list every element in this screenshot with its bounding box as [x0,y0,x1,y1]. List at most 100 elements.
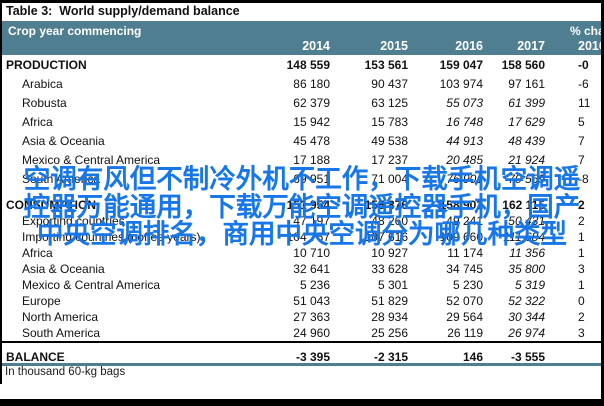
row-label: PRODUCTION [6,58,87,72]
cell-2014: 69 951 [293,172,330,186]
cell-pct-change-fragment: 7 [578,153,585,167]
cell-2016: 20 485 [446,153,483,167]
cell-2017: 50 431 [508,214,545,228]
cell-2017: 21 924 [508,153,545,167]
table-row: North America 27 363 28 934 29 564 30 344 2 [0,309,604,325]
row-label: South America [22,326,101,340]
cell-2014: 47 197 [293,214,330,228]
screenshot-frame-right [601,0,604,406]
table-row: Robusta 62 379 63 125 55 073 61 399 11 [0,94,604,113]
table-row: Exporting countries 47 197 48 260 49 241 50 … [0,213,604,229]
table-row: Importing countries (coffee years) 104 75… [0,229,604,245]
cell-2014: 148 559 [286,58,330,72]
cell-2015: 51 829 [371,294,408,308]
cell-2015: 17 237 [371,153,408,167]
cell-2017: 30 344 [508,310,545,324]
cell-pct-change-fragment: -0 [578,58,589,72]
cell-2016: 159 047 [439,58,483,72]
cell-pct-change-fragment: 7 [578,134,585,148]
cell-2016: 146 [462,350,483,364]
cell-2014: 51 043 [293,294,330,308]
cell-2015: 71 004 [371,172,408,186]
screenshot-frame-left [0,0,2,384]
cell-2016: 5 230 [452,278,483,292]
cell-2016: 76 901 [446,172,483,186]
cell-2014: -3 395 [295,350,330,364]
table-row: Asia & Oceania 32 641 33 628 34 745 35 800 3 [0,261,604,277]
table-row: BALANCE -3 395 -2 315 146 -3 555 [0,348,604,366]
cell-pct-change-fragment: -8 [578,172,589,186]
balance-separator-rule [0,341,604,348]
cell-2014: 45 478 [293,134,330,148]
cell-2015: 28 934 [371,310,408,324]
cell-2014: 86 180 [293,77,330,91]
year-header-2015: 2015 [380,39,408,53]
cell-2017: 162 115 [502,198,545,212]
spam-text-line: 控器万能通用，下载万能空调遥控器手机，国产 [23,191,581,222]
cell-2017: 35 800 [508,262,545,276]
cell-pct-change-fragment: 1 [578,246,585,260]
cell-2016: 44 913 [446,134,483,148]
cell-2015: 10 927 [371,246,408,260]
cell-pct-change-fragment: 5 [578,115,585,129]
table-row: Africa 10 710 10 927 11 174 11 356 1 [0,245,604,261]
cell-pct-change-fragment: -6 [578,77,589,91]
cell-2014: 32 641 [293,262,330,276]
screenshot-frame-top [0,0,604,3]
cell-2015: 153 561 [364,58,408,72]
row-label: Mexico & Central America [22,278,161,292]
cell-2017: 97 161 [508,77,545,91]
row-label: Arabica [22,77,63,91]
year-header-2016: 2016 [455,39,483,53]
table-row: Europe 51 043 51 829 52 070 52 322 0 [0,293,604,309]
cell-pct-change-fragment: 3 [578,326,585,340]
cell-2017: 52 322 [508,294,545,308]
row-label: Exporting countries [22,214,125,228]
table-row: South America 24 960 25 256 26 119 26 974 3 [0,325,604,341]
cell-2014: 104 757 [286,230,330,244]
cell-2016: 52 070 [446,294,483,308]
year-header-row: 2014 2015 2016 2017 2016 [0,38,604,54]
cell-2016: 103 974 [439,77,483,91]
cell-2015: 155 876 [364,198,408,212]
cell-2017: -3 555 [510,350,545,364]
cell-2015: 63 125 [371,96,408,110]
bottom-teal-rule [0,363,604,366]
cell-2014: 15 942 [293,115,330,129]
row-label: South America [22,172,101,186]
year-header-2017: 2017 [517,39,545,53]
row-label: Robusta [22,96,67,110]
cell-2017: 5 319 [514,278,545,292]
cell-pct-change-fragment: 2 [578,198,585,212]
table-row: Africa 15 942 15 783 16 748 17 629 5 [0,113,604,132]
cell-2014: 5 236 [299,278,330,292]
table-row: Asia & Oceania 45 478 49 538 44 913 48 439 7 [0,132,604,151]
cell-pct-change-fragment: 3 [578,262,585,276]
row-label: CONSUMPTION [6,198,96,212]
cell-2016: 34 745 [446,262,483,276]
table-row: Arabica 86 180 90 437 103 974 97 161 -6 [0,75,604,94]
cell-2016: 29 564 [446,310,483,324]
cell-2015: 107 616 [364,230,408,244]
row-label: Africa [22,246,53,260]
cell-2014: 151 954 [286,198,330,212]
cell-2015: 33 628 [371,262,408,276]
units-footnote: In thousand 60-kg bags [5,366,126,378]
table-row: Mexico & Central America 5 236 5 301 5 230 5… [0,277,604,293]
cell-pct-change-fragment: 1 [578,230,585,244]
row-label: Europe [22,294,61,308]
spam-text-overlay: 空调有风但不制冷外机不工作，下载手机空调遥 控器万能通用，下载万能空调遥控器手机… [0,165,604,249]
pct-change-label-fragment: % cha [570,24,604,38]
cell-2015: 15 783 [371,115,408,129]
table-header-band: Crop year commencing % cha 2014 2015 201… [0,21,604,55]
cell-2017: 11 356 [509,246,545,260]
table-body: PRODUCTION 148 559 153 561 159 047 158 560 -0… [0,56,604,366]
cell-pct-change-fragment: 0 [578,294,585,308]
spam-text-line: 中央空调排名，商用中央空调分为哪几种类型 [37,219,567,249]
table-row: CONSUMPTION 151 954 155 876 158 901 162 115 2 [0,197,604,213]
cell-2016: 158 901 [439,198,483,212]
screenshot-frame-bottom [0,399,604,406]
cell-2015: 90 437 [371,77,408,91]
cell-pct-change-fragment: 11 [578,96,591,110]
cell-2016: 109 660 [439,230,483,244]
